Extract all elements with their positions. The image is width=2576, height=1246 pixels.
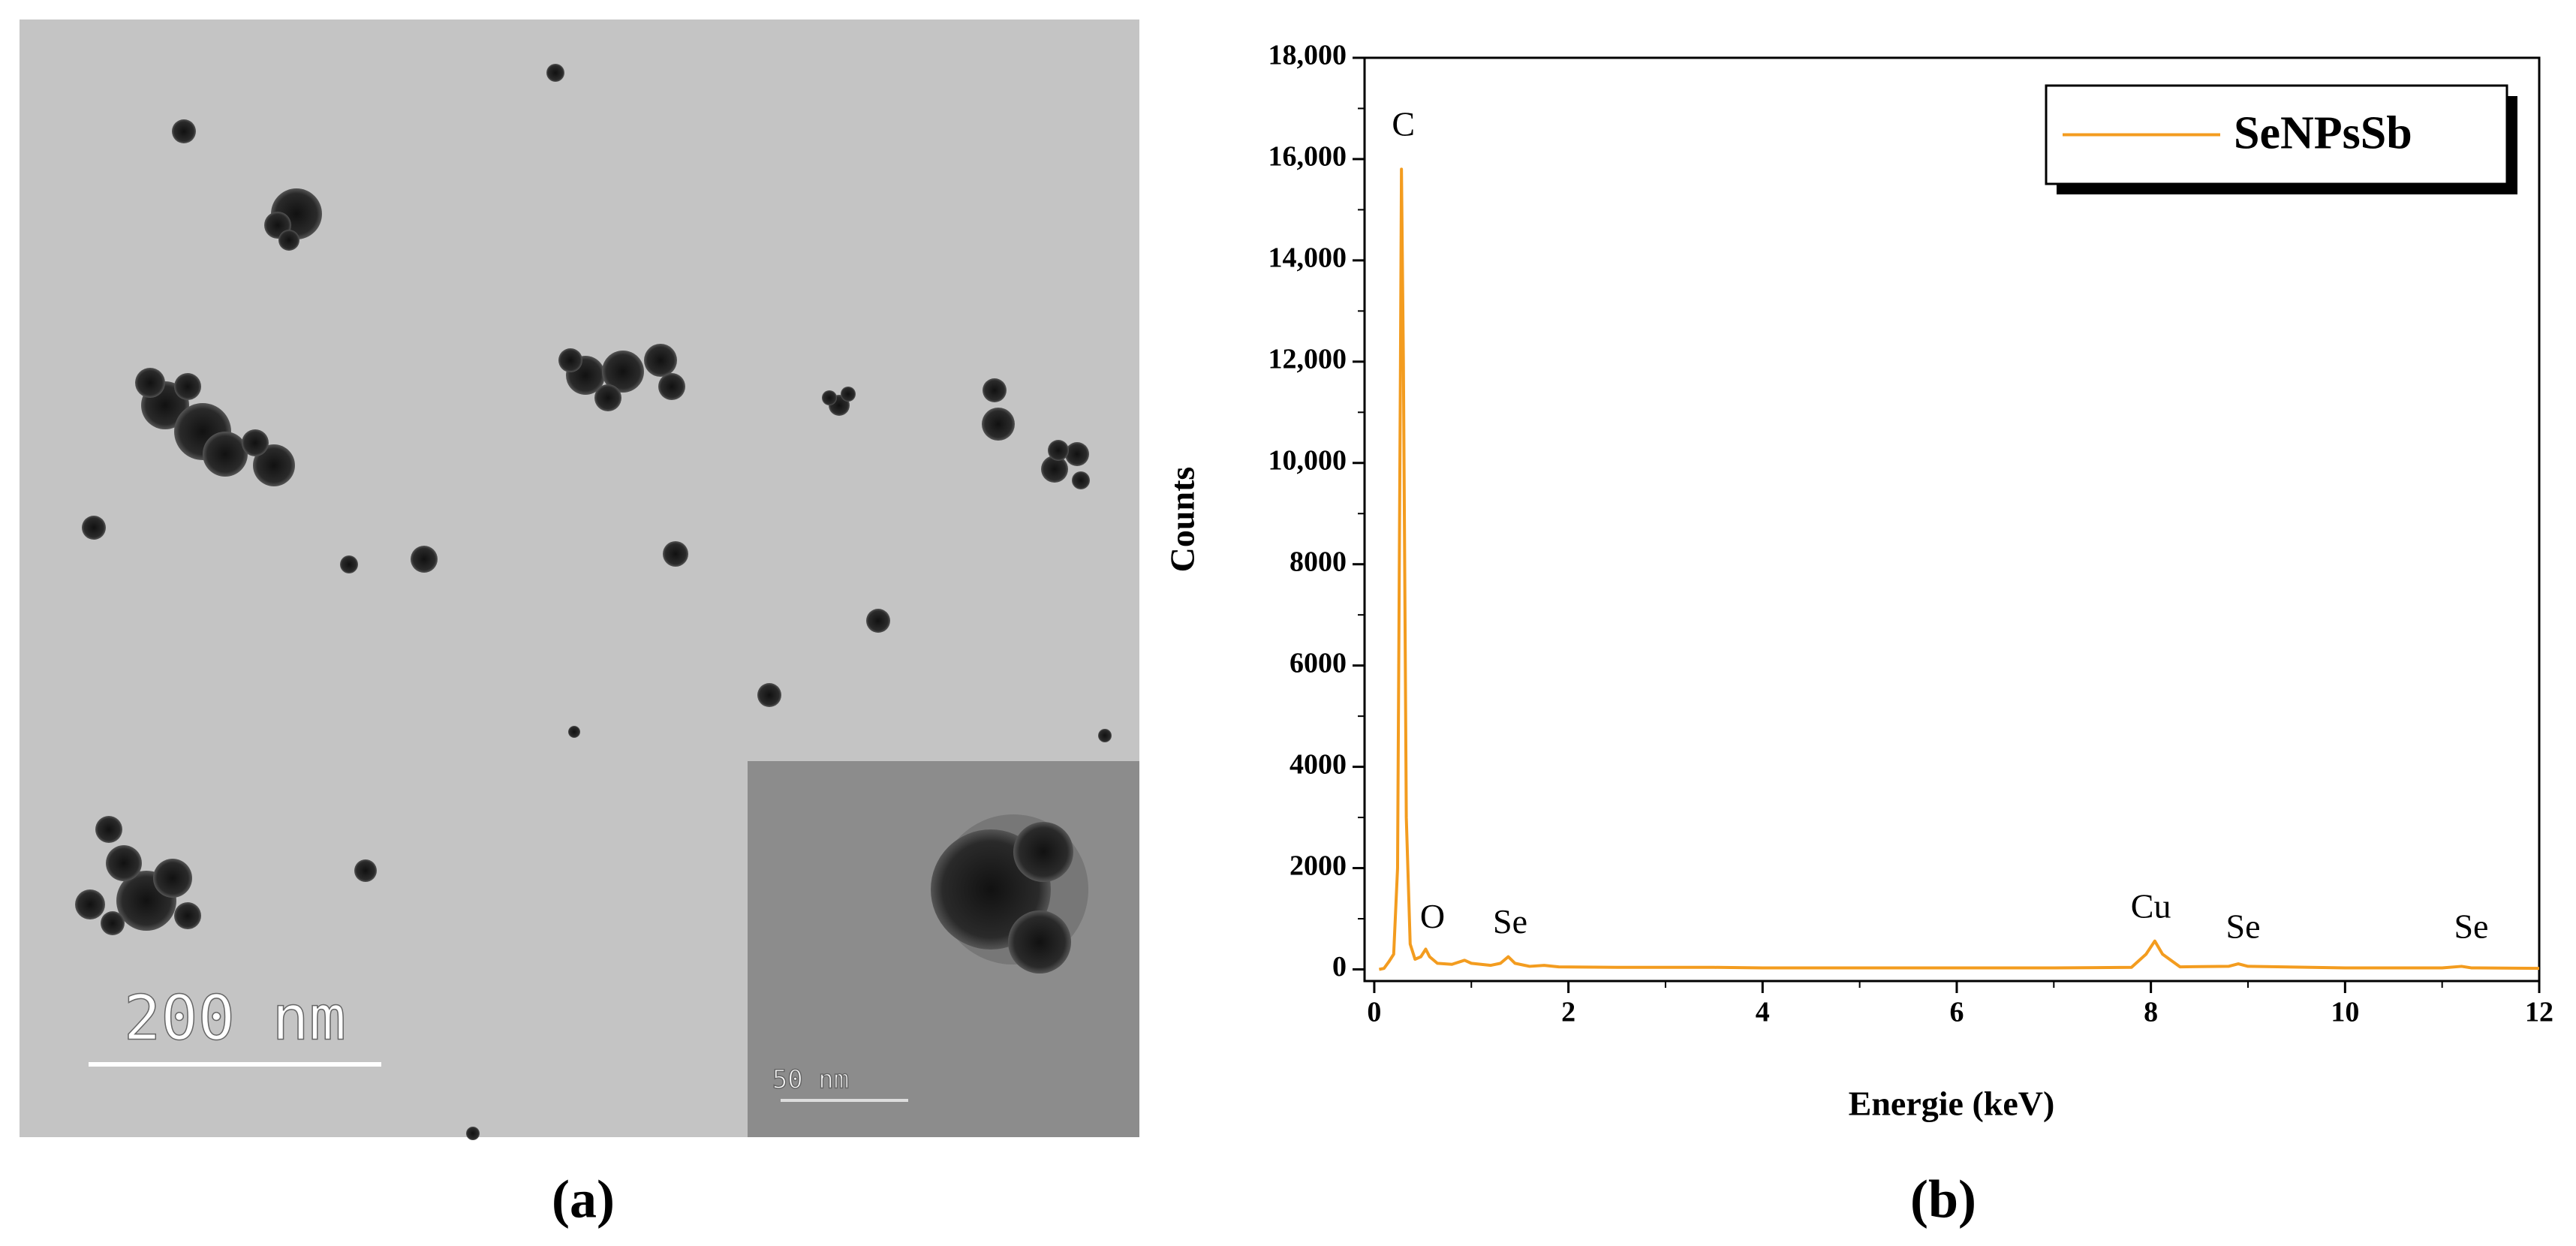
peak-label: O — [1420, 897, 1445, 935]
peak-label: Se — [2226, 907, 2261, 946]
x-tick-label: 2 — [1561, 997, 1575, 1028]
scale-bar-label: 200 nm — [124, 983, 346, 1054]
y-tick-label: 4000 — [1290, 748, 1347, 780]
inset-scale-bar-label: 50 nm — [772, 1065, 849, 1095]
x-tick-label: 0 — [1367, 997, 1381, 1028]
y-tick-label: 10,000 — [1268, 444, 1347, 476]
x-tick-label: 10 — [2331, 997, 2359, 1028]
inset-particle — [931, 814, 1088, 974]
plot-frame — [1363, 56, 2541, 983]
spectrum-line — [1378, 167, 2540, 971]
y-tick-label: 0 — [1332, 951, 1347, 983]
particles — [75, 64, 1112, 1140]
peak-label: Cu — [2131, 887, 2171, 925]
y-tick-label: 16,000 — [1268, 141, 1347, 173]
inset-image — [748, 761, 1139, 1137]
x-tick-label: 8 — [2144, 997, 2158, 1028]
y-tick-label: 6000 — [1290, 647, 1347, 679]
y-tick-label: 14,000 — [1268, 242, 1347, 274]
x-tick-label: 4 — [1756, 997, 1770, 1028]
peak-label: C — [1392, 104, 1415, 143]
y-axis-label: Counts — [1163, 467, 1202, 573]
x-tick-label: 12 — [2525, 997, 2553, 1028]
eds-chart: Energie (keV) Counts (b) 0 2 4 6 8 10 12 0 2000 4… — [1163, 40, 2553, 1229]
legend-label: SeNPsSb — [2234, 108, 2412, 159]
y-tick-label: 12,000 — [1268, 344, 1347, 375]
panel-label: (a) — [552, 1169, 615, 1229]
panel-label: (b) — [1910, 1169, 1976, 1229]
y-tick-label: 8000 — [1290, 546, 1347, 577]
x-tick-label: 6 — [1949, 997, 1964, 1028]
y-tick-label: 18,000 — [1268, 40, 1347, 71]
y-tick-label: 2000 — [1290, 850, 1347, 881]
micrograph: 200 nm 50 nm (a) — [20, 20, 1139, 1229]
x-axis-label: Energie (keV) — [1849, 1085, 2055, 1123]
peak-label: Se — [1493, 902, 1527, 941]
peak-label: Se — [2454, 907, 2488, 946]
